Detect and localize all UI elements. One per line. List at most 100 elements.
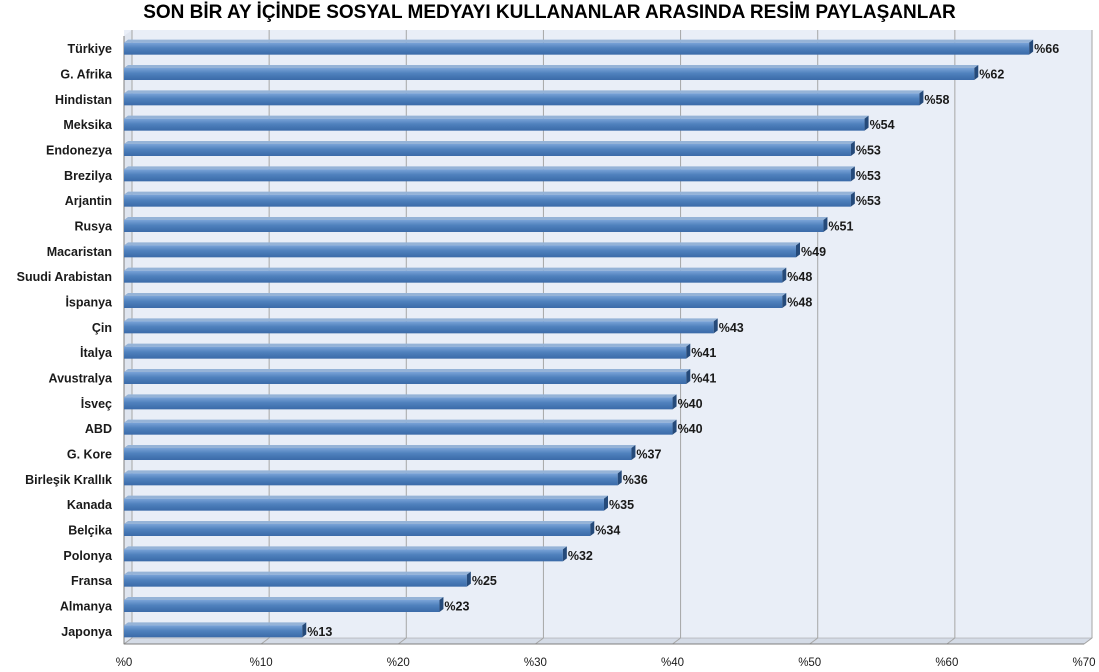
data-label: %66: [1034, 42, 1059, 56]
bar-top: [124, 242, 800, 246]
data-label: %37: [636, 448, 661, 462]
bar: [124, 473, 618, 486]
x-gridline-floor: [672, 637, 681, 645]
bar: [124, 169, 851, 182]
bar-top: [124, 495, 608, 499]
bar-top: [124, 445, 636, 448]
bar-top: [124, 65, 979, 68]
bar-top: [124, 217, 828, 220]
category-label: İsveç: [81, 396, 112, 411]
category-label: Çin: [92, 321, 112, 335]
bar-group: [124, 343, 691, 359]
x-tick-label: %40: [661, 657, 684, 669]
bar-top: [124, 622, 307, 626]
x-tick-label: %10: [250, 657, 273, 669]
bar: [124, 549, 563, 562]
x-tick-label: %20: [387, 657, 410, 669]
bar-group: [124, 90, 924, 106]
bar: [124, 524, 591, 536]
bar: [124, 194, 851, 207]
bar-end: [672, 419, 677, 435]
bar-end: [864, 115, 869, 131]
category-label: Fransa: [71, 574, 113, 588]
category-label: G. Kore: [67, 448, 112, 462]
bar-top: [124, 597, 444, 600]
bar-end: [672, 394, 677, 410]
data-label: %58: [924, 93, 949, 107]
bar-end: [850, 141, 855, 156]
plot-background: [124, 30, 1092, 638]
bar-group: [124, 191, 855, 207]
data-label: %35: [609, 498, 634, 512]
category-label: Türkiye: [68, 42, 113, 56]
data-label: %36: [623, 473, 648, 487]
category-label: Brezilya: [64, 169, 113, 183]
category-label: Hindistan: [55, 93, 112, 107]
bar: [124, 448, 632, 460]
bar-group: [124, 115, 869, 131]
bar-end: [631, 445, 636, 460]
category-label: İspanya: [65, 295, 113, 310]
bar-group: [124, 597, 444, 612]
data-label: %25: [472, 574, 497, 588]
x-tick-label: %0: [116, 657, 133, 669]
data-label: %53: [856, 144, 881, 158]
bar-top: [124, 267, 787, 271]
category-label: İtalya: [80, 345, 113, 360]
bar: [124, 68, 975, 80]
data-label: %13: [307, 625, 332, 639]
category-label: Polonya: [63, 549, 113, 563]
bar-group: [124, 495, 608, 511]
data-label: %48: [787, 270, 812, 284]
x-gridline-floor: [260, 637, 270, 645]
x-gridline-floor: [123, 637, 133, 645]
x-tick-label: %50: [798, 657, 821, 669]
category-label: Endonezya: [46, 144, 113, 158]
plot-side-wall: [124, 30, 132, 644]
bar-group: [124, 141, 855, 156]
category-label: Avustralya: [49, 372, 114, 386]
bar-top: [124, 419, 677, 423]
bar-top: [124, 521, 595, 524]
bar: [124, 625, 303, 638]
bar: [124, 144, 851, 156]
bar: [124, 346, 687, 359]
data-label: %40: [678, 422, 703, 436]
data-label: %41: [691, 372, 716, 386]
bar: [124, 372, 687, 384]
bar-group: [124, 521, 595, 536]
bar-end: [604, 495, 608, 511]
bar-end: [466, 571, 471, 587]
x-gridline-floor: [535, 637, 544, 645]
data-label: %40: [678, 397, 703, 411]
data-label: %32: [568, 549, 593, 563]
x-gridline-floor: [397, 637, 407, 645]
bar-group: [124, 622, 307, 638]
category-label: Rusya: [74, 220, 113, 234]
bar-end: [782, 293, 787, 308]
data-label: %23: [444, 600, 469, 614]
bar-top: [124, 115, 869, 119]
bar-end: [590, 521, 595, 536]
category-label: Arjantin: [65, 194, 112, 208]
bar: [124, 42, 1030, 55]
x-tick-label: %60: [935, 657, 958, 669]
bar: [124, 321, 714, 334]
bar: [124, 422, 673, 435]
x-gridline-floor: [946, 637, 956, 645]
bar-end: [686, 343, 691, 359]
category-label: Suudi Arabistan: [17, 270, 112, 284]
category-label: Macaristan: [47, 245, 112, 259]
data-label: %54: [870, 118, 895, 132]
data-label: %49: [801, 245, 826, 259]
category-label: Meksika: [63, 118, 113, 132]
bar: [124, 118, 865, 131]
bar-group: [124, 369, 691, 384]
data-label: %43: [719, 321, 744, 335]
data-label: %53: [856, 169, 881, 183]
bar-top: [124, 470, 622, 474]
category-label: G. Afrika: [60, 68, 113, 82]
bar-end: [1029, 39, 1034, 55]
x-gridline-floor: [809, 637, 819, 645]
